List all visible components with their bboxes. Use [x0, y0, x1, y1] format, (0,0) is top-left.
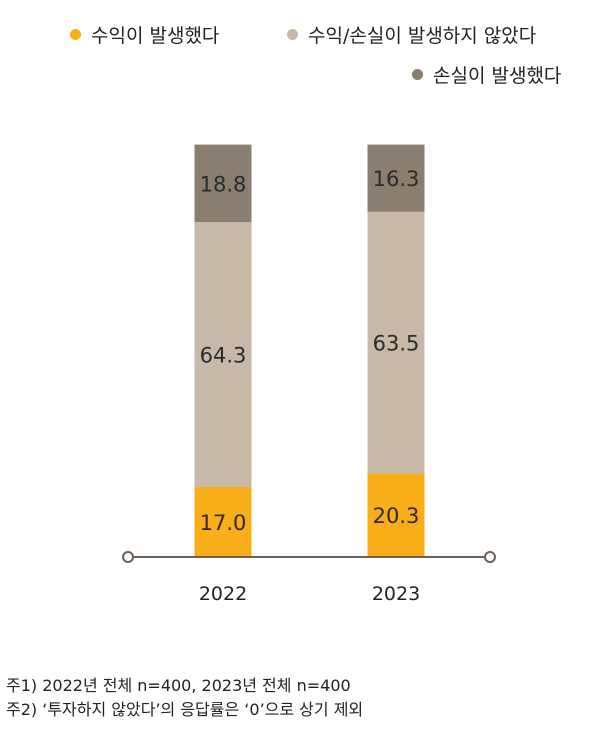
- legend-label-neutral: 수익/손실이 발생하지 않았다: [308, 25, 537, 47]
- bar-segment-2023-0: [367, 473, 425, 557]
- bar-segment-2023-1: [367, 211, 425, 474]
- bar-segment-2023-2: [367, 144, 425, 212]
- legend-item-loss: 손실이 발생했다: [412, 61, 561, 88]
- legend-dot-loss: [412, 69, 423, 80]
- x-tick-label-2022: 2022: [199, 583, 247, 605]
- x-axis-right-endpoint: [484, 551, 496, 563]
- bar-segment-2022-2: [194, 144, 252, 223]
- value-label-2023-0: 20.3: [373, 504, 420, 528]
- legend-label-profit: 수익이 발생했다: [91, 25, 220, 47]
- x-axis-left-endpoint: [122, 551, 134, 563]
- bar-segment-2022-0: [194, 486, 252, 557]
- value-label-2022-2: 18.8: [200, 172, 247, 196]
- footnotes: 주1) 2022년 전체 n=400, 2023년 전체 n=400 주2) ‘…: [6, 674, 363, 722]
- legend-item-neutral: 수익/손실이 발생하지 않았다: [287, 21, 536, 48]
- legend-dot-profit: [70, 29, 81, 40]
- bar-segment-2022-1: [194, 222, 252, 487]
- stacked-bar-chart: 17.0 64.3 18.8 2022 20.3 63.5 16.3 2023: [122, 144, 496, 605]
- footnote-1: 주1) 2022년 전체 n=400, 2023년 전체 n=400: [6, 676, 351, 695]
- value-label-2022-1: 64.3: [200, 344, 247, 368]
- footnote-2: 주2) ‘투자하지 않았다’의 응답률은 ‘0’으로 상기 제외: [6, 700, 364, 719]
- value-label-2023-2: 16.3: [373, 167, 420, 191]
- legend: 수익이 발생했다 수익/손실이 발생하지 않았다 손실이 발생했다: [0, 0, 595, 100]
- legend-dot-neutral: [287, 29, 298, 40]
- legend-item-profit: 수익이 발생했다: [70, 21, 219, 48]
- x-tick-label-2023: 2023: [372, 583, 420, 605]
- value-label-2023-1: 63.5: [373, 332, 420, 356]
- value-label-2022-0: 17.0: [200, 511, 247, 535]
- legend-label-loss: 손실이 발생했다: [433, 65, 562, 87]
